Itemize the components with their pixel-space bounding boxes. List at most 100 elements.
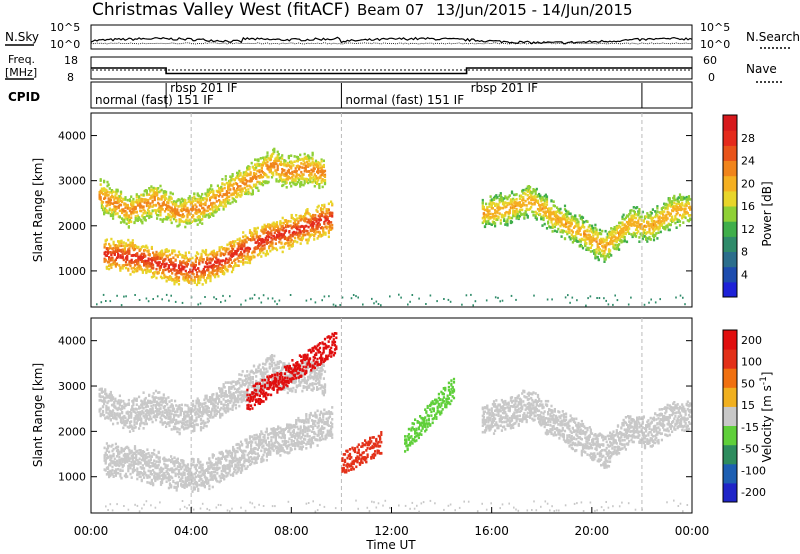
range-cell: [270, 232, 273, 235]
range-cell: [248, 191, 251, 195]
range-cell: [228, 263, 231, 267]
range-cell: [197, 267, 200, 270]
range-cell: [585, 304, 587, 307]
range-cell: [665, 213, 668, 217]
noise-left-tick-bottom: 10^0: [50, 38, 80, 51]
range-cell: [512, 209, 515, 213]
range-cell: [154, 406, 158, 410]
range-cell: [172, 264, 175, 268]
range-cell: [195, 419, 198, 422]
range-cell: [255, 183, 258, 186]
range-cell: [287, 175, 290, 179]
range-cell: [284, 163, 287, 166]
range-cell: [133, 397, 136, 400]
range-cell: [522, 198, 525, 201]
range-cell: [201, 269, 204, 273]
range-cell: [188, 275, 191, 278]
range-cell: [578, 229, 581, 232]
range-cell: [112, 416, 115, 420]
range-cell: [168, 277, 172, 281]
range-cell: [152, 267, 155, 270]
range-cell: [400, 296, 402, 299]
range-cell: [148, 216, 151, 220]
range-cell: [301, 166, 304, 169]
range-cell: [145, 403, 148, 406]
range-cell: [181, 426, 185, 429]
range-cell: [686, 211, 689, 215]
range-cell: [198, 277, 201, 280]
range-cell: [136, 204, 139, 207]
range-cell: [566, 232, 569, 236]
range-cell: [212, 201, 215, 205]
range-cell: [184, 427, 187, 430]
range-cell: [179, 209, 182, 212]
range-cell: [320, 181, 323, 184]
range-cell: [150, 275, 153, 279]
range-cell: [141, 256, 144, 260]
range-cell: [105, 267, 108, 270]
range-cell: [144, 211, 147, 214]
range-cell: [549, 210, 552, 214]
range-cell: [534, 192, 537, 196]
range-cell: [107, 412, 110, 415]
range-cell: [208, 197, 212, 200]
range-cell: [130, 258, 133, 262]
range-cell: [155, 250, 158, 254]
range-cell: [554, 223, 558, 226]
range-cell: [311, 157, 314, 161]
range-cell: [317, 161, 320, 164]
range-cell: [554, 212, 558, 215]
range-cell: [481, 216, 484, 220]
range-cell: [183, 427, 186, 431]
range-cell: [681, 207, 684, 211]
range-cell: [288, 230, 291, 233]
range-cell: [126, 402, 129, 406]
range-cell: [570, 229, 573, 232]
range-cell: [187, 413, 190, 417]
range-cell: [654, 228, 657, 231]
range-cell: [534, 198, 537, 202]
range-cell: [99, 407, 102, 411]
range-cell: [176, 209, 179, 212]
range-cell: [505, 210, 508, 214]
range-cell: [628, 223, 631, 227]
range-cell: [487, 220, 490, 223]
range-cell: [259, 251, 262, 255]
range-cell: [266, 252, 270, 256]
range-cell: [657, 231, 660, 234]
range-cell: [191, 256, 194, 260]
range-cell: [218, 249, 221, 252]
range-cell: [180, 403, 183, 407]
range-cell: [319, 163, 322, 166]
range-cell: [197, 414, 200, 417]
range-cell: [552, 204, 555, 207]
range-cell: [534, 189, 537, 193]
range-cell: [242, 240, 245, 243]
range-cell: [180, 197, 183, 201]
range-cell: [291, 175, 294, 179]
range-cell: [236, 188, 239, 192]
range-cell: [510, 206, 514, 210]
range-cell: [131, 408, 134, 411]
range-cell: [233, 178, 236, 182]
range-cell: [212, 269, 215, 273]
range-cell: [270, 172, 274, 175]
range-cell: [290, 165, 293, 168]
range-cell: [515, 298, 517, 301]
range-cell: [483, 225, 487, 228]
range-cell: [138, 249, 141, 252]
range-cell: [212, 255, 215, 259]
range-cell: [183, 418, 186, 421]
range-cell: [601, 238, 604, 242]
range-cell: [146, 249, 149, 253]
range-cell: [583, 238, 586, 241]
range-cell: [236, 249, 239, 252]
range-cell: [662, 213, 665, 216]
range-cell: [215, 200, 218, 203]
range-cell: [147, 259, 150, 262]
range-cell: [292, 225, 295, 229]
range-cell: [230, 250, 234, 253]
range-cell: [122, 258, 125, 262]
range-cell: [205, 397, 208, 400]
range-cell: [273, 150, 276, 154]
